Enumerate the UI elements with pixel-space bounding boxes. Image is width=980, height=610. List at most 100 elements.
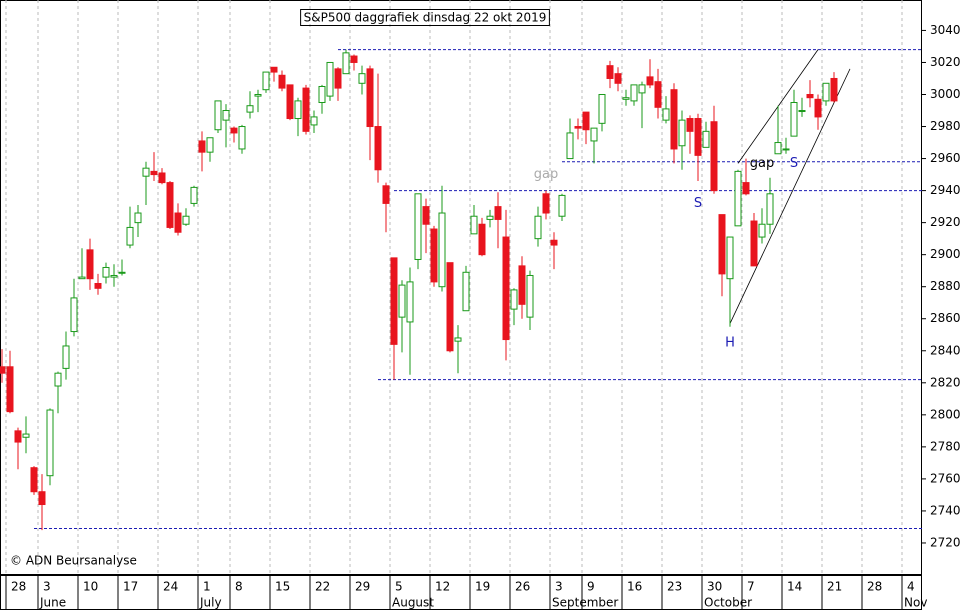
candle-body	[782, 148, 790, 151]
x-tick-label: 16	[627, 580, 642, 594]
candle-body	[198, 140, 206, 153]
candle-body	[630, 84, 638, 102]
candle-body	[694, 118, 702, 156]
month-label: September	[552, 596, 618, 610]
candle-body	[750, 220, 758, 267]
candle-body	[262, 71, 270, 91]
candle-body	[438, 212, 446, 288]
candle-body	[678, 119, 686, 147]
x-tick-label: 22	[315, 580, 330, 594]
x-tick-label: 28	[11, 580, 26, 594]
x-tick-label: 10	[83, 580, 98, 594]
x-tick-label: 23	[667, 580, 682, 594]
y-tick-label: 2920	[930, 215, 961, 229]
x-tick-label: 3	[43, 580, 51, 594]
annotation: H	[725, 335, 735, 350]
x-axis-band	[0, 575, 922, 610]
candle-body	[726, 236, 734, 280]
candle-body	[286, 84, 294, 120]
candle-body	[166, 182, 174, 228]
candle-body	[318, 85, 326, 104]
candle-body	[382, 185, 390, 204]
candle-body	[702, 130, 710, 148]
candle-body	[94, 282, 102, 289]
candle-body	[350, 55, 358, 63]
y-tick-label: 2880	[930, 279, 961, 293]
candle-body	[638, 84, 646, 94]
candle-body	[590, 127, 598, 142]
candle-body	[342, 52, 350, 75]
candle-body	[606, 65, 614, 79]
candle-body	[102, 266, 110, 278]
candle-body	[766, 193, 774, 225]
candle-body	[22, 433, 30, 438]
candle-body	[518, 265, 526, 305]
y-tick-label: 2740	[930, 503, 961, 517]
x-tick-label: 1	[203, 580, 211, 594]
candle-body	[126, 226, 134, 246]
y-tick-label: 2980	[930, 119, 961, 133]
candle-body	[174, 212, 182, 233]
candle-body	[758, 223, 766, 238]
candle-body	[558, 194, 566, 217]
plot-frame	[0, 0, 922, 575]
candle-body	[718, 214, 726, 275]
candle-body	[46, 409, 54, 477]
candle-body	[670, 89, 678, 150]
candle-body	[774, 142, 782, 155]
candle-body	[430, 228, 438, 283]
candle-body	[662, 108, 670, 121]
candle-body	[142, 167, 150, 177]
x-tick-label: 17	[123, 580, 138, 594]
x-tick-label: 29	[355, 580, 370, 594]
candle-body	[502, 236, 510, 341]
candle-body	[622, 97, 630, 100]
copyright: © ADN Beursanalyse	[10, 554, 137, 568]
candle-body	[654, 81, 662, 108]
candle-body	[614, 73, 622, 84]
candle-body	[598, 93, 606, 124]
x-tick-label: 28	[867, 580, 882, 594]
candle-body	[270, 66, 278, 73]
candle-body	[246, 105, 254, 113]
candle-body	[478, 223, 486, 256]
candle-body	[302, 87, 310, 132]
y-tick-label: 2820	[930, 375, 961, 389]
month-label: July	[199, 596, 222, 610]
x-tick-label: 4	[907, 580, 915, 594]
annotation: S	[694, 196, 702, 211]
candle-body	[486, 215, 494, 220]
candle-body	[294, 100, 302, 120]
candle-body	[806, 93, 814, 99]
x-tick-label: 3	[555, 580, 563, 594]
candle-body	[254, 93, 262, 97]
candle-body	[118, 271, 126, 274]
y-tick-label: 3040	[930, 23, 961, 37]
candle-body	[510, 289, 518, 310]
x-tick-label: 19	[475, 580, 490, 594]
candle-body	[86, 249, 94, 280]
x-tick-label: 7	[747, 580, 755, 594]
candle-body	[214, 100, 222, 131]
month-label: October	[704, 596, 752, 610]
trend-line	[729, 68, 851, 324]
candle-body	[310, 116, 318, 126]
candle-body	[646, 76, 654, 86]
candle-body	[110, 274, 118, 278]
chart-title: S&P500 daggrafiek dinsdag 22 okt 2019	[304, 11, 547, 25]
candle-body	[182, 215, 190, 225]
candle-body	[446, 262, 454, 352]
candle-body	[582, 111, 590, 131]
candle-body	[78, 276, 86, 280]
candle-body	[814, 98, 822, 118]
x-tick-label: 14	[787, 580, 802, 594]
candle-body	[790, 102, 798, 137]
title-box	[300, 9, 550, 26]
candle-body	[326, 61, 334, 97]
candle-body	[70, 297, 78, 333]
candle-body	[542, 193, 550, 214]
candle-body	[222, 110, 230, 121]
x-tick-label: 15	[275, 580, 290, 594]
candle-body	[62, 345, 70, 369]
candle-body	[206, 137, 214, 153]
